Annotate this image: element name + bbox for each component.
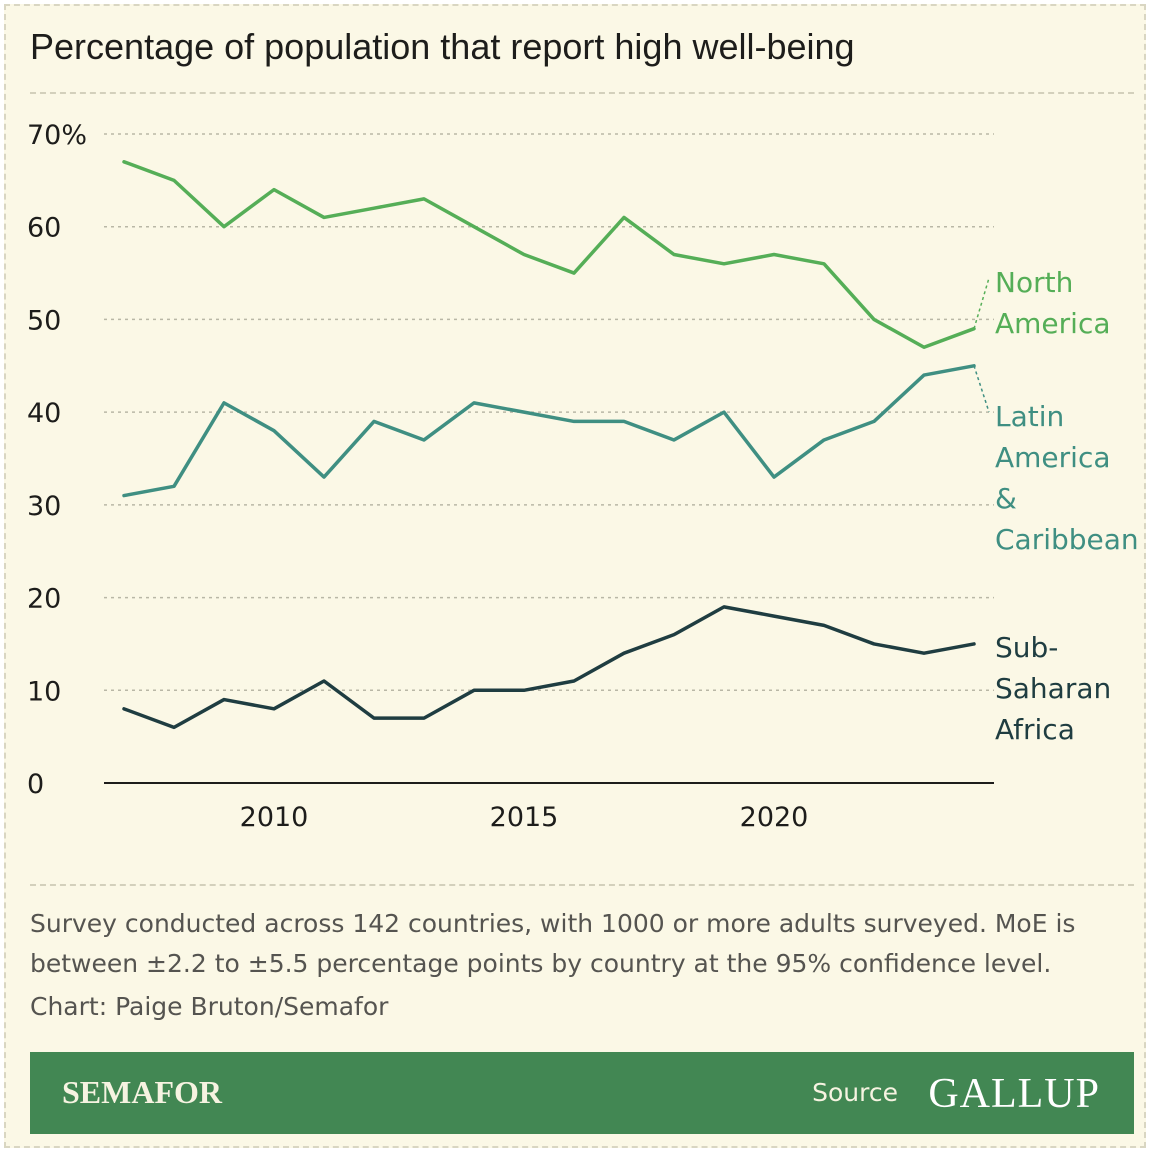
series-label-line: Africa	[995, 713, 1075, 746]
series-label: Latin America & Caribbean	[995, 400, 1139, 556]
series-label-line: Caribbean	[995, 523, 1139, 556]
y-tick-label: 0	[27, 769, 44, 800]
label-leader-line	[973, 277, 990, 329]
source-label: Source	[812, 1078, 898, 1107]
series-label: Sub- Saharan Africa	[995, 631, 1111, 746]
y-tick-label: 70%	[27, 120, 87, 151]
series-line-1	[122, 364, 976, 498]
semafor-logo: SEMAFOR	[62, 1074, 222, 1110]
chart-credit: Chart: Paige Bruton/Semafor	[30, 992, 389, 1021]
series-line-0	[122, 160, 976, 349]
chart-title: Percentage of population that report hig…	[30, 26, 855, 67]
axes: 0 10 20 30 40 50 60 70% 2010 2015 2020	[27, 120, 994, 833]
series-label-line: America	[995, 441, 1111, 474]
series-label: North America	[995, 266, 1111, 340]
gallup-logo: GALLUP	[928, 1071, 1100, 1117]
chart-card: Percentage of population that report hig…	[4, 4, 1146, 1148]
y-tick-label: 60	[27, 213, 61, 244]
survey-note: Survey conducted across 142 countries, w…	[30, 909, 1076, 978]
series-lines	[122, 160, 976, 730]
gridlines	[104, 133, 994, 692]
series-label-line: America	[995, 307, 1111, 340]
y-tick-label: 40	[27, 398, 61, 429]
series-line-2	[122, 605, 976, 730]
series-label-line: Saharan	[995, 672, 1111, 705]
series-label-line: &	[995, 482, 1017, 515]
y-tick-label: 30	[27, 491, 61, 522]
bottom-divider	[30, 884, 1134, 886]
top-divider	[30, 92, 1134, 94]
series-labels: North America Latin America & Caribbean Sub- Sa…	[973, 266, 1139, 746]
x-tick-label: 2015	[490, 802, 559, 833]
footer-bar: SEMAFOR Source GALLUP	[30, 1052, 1134, 1134]
label-leader-line	[973, 365, 990, 413]
series-label-line: North	[995, 266, 1073, 299]
y-tick-label: 50	[27, 305, 61, 336]
series-label-line: Sub-	[995, 631, 1058, 664]
x-tick-label: 2020	[740, 802, 809, 833]
x-tick-label: 2010	[240, 802, 309, 833]
y-tick-label: 20	[27, 584, 61, 615]
series-label-line: Latin	[995, 400, 1064, 433]
y-tick-label: 10	[27, 676, 61, 707]
